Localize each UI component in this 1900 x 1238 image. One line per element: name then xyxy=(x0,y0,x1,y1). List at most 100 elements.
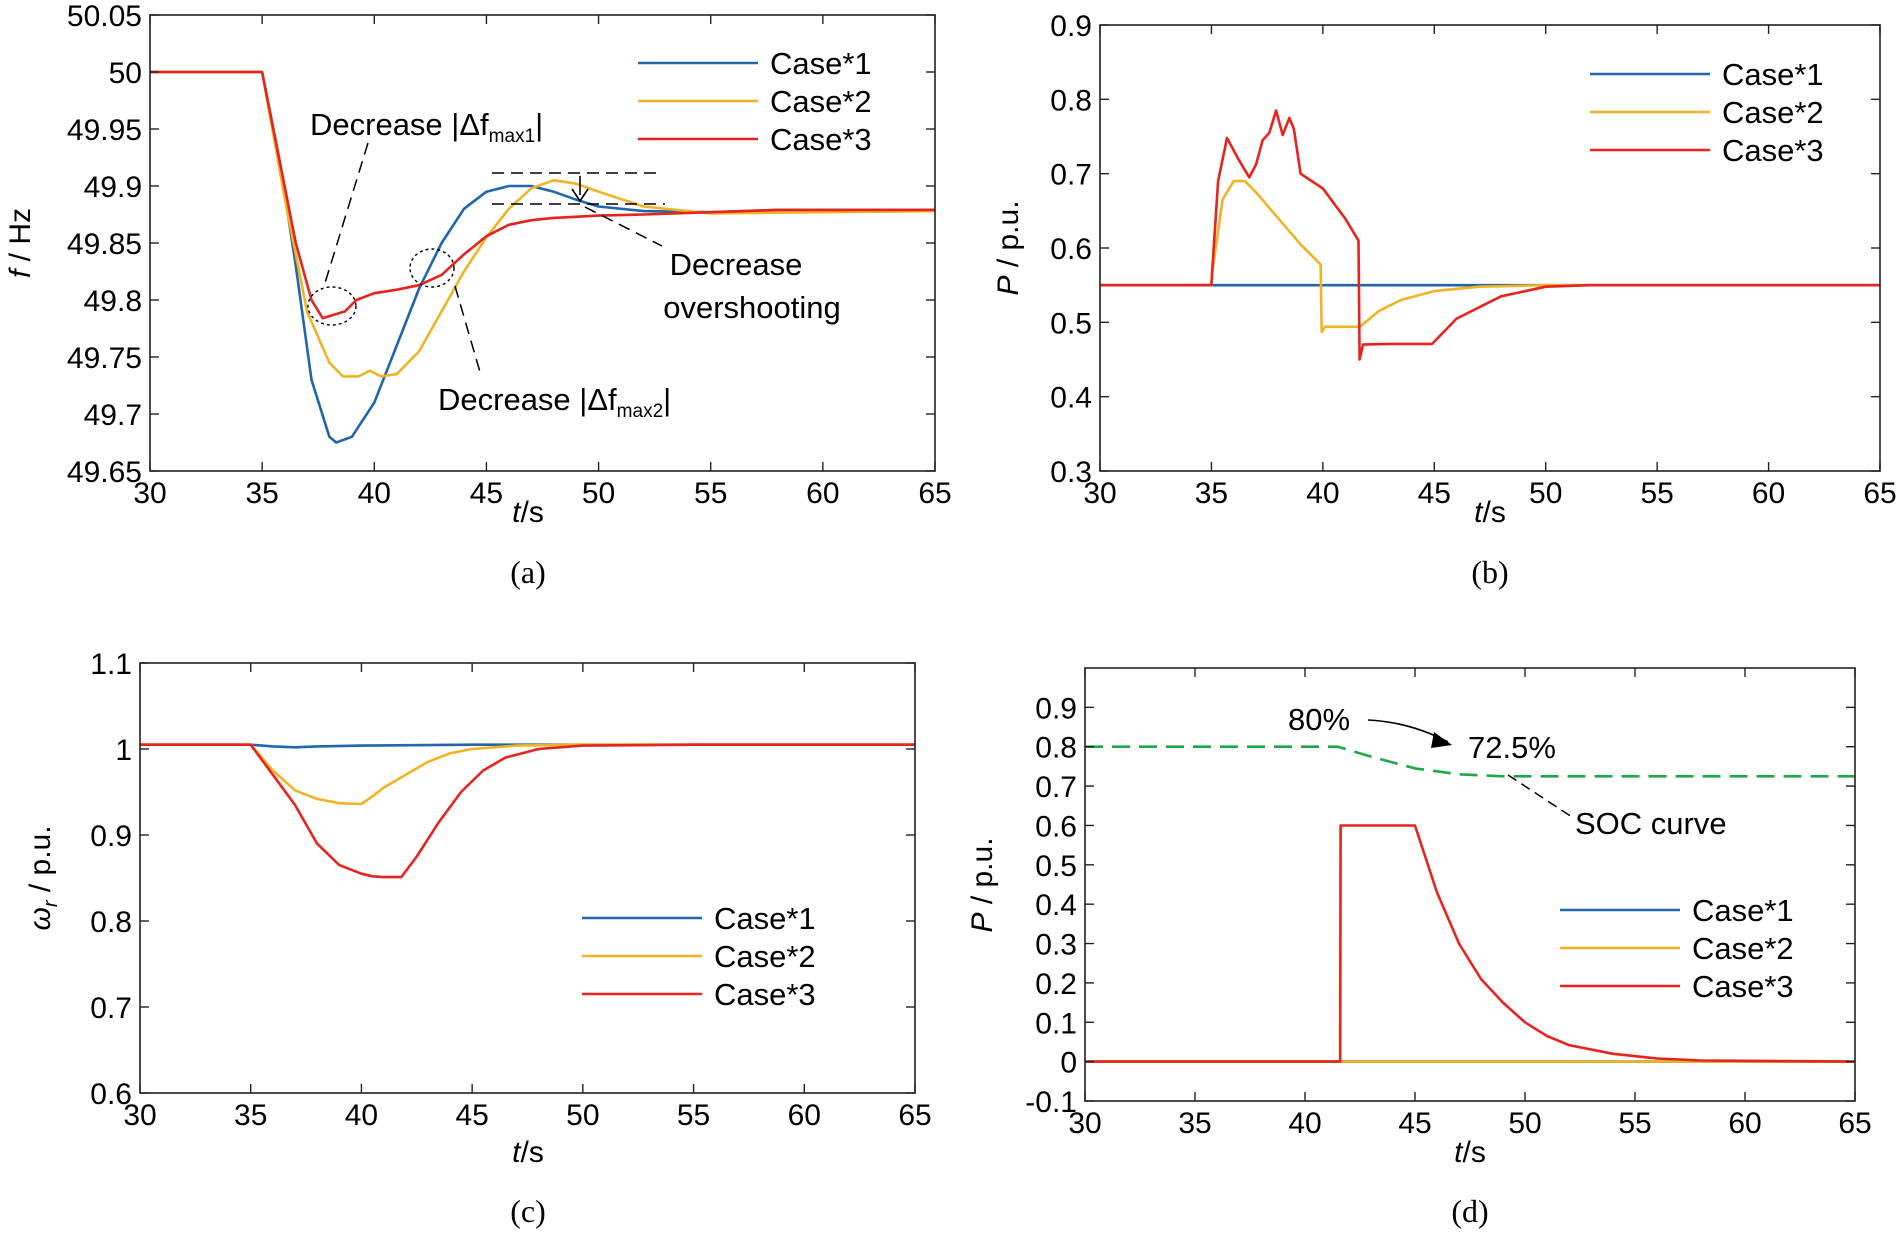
overshoot-arrow-head xyxy=(571,188,589,203)
panel-c-xtick-label: 60 xyxy=(788,1099,821,1132)
panel-a-series-case-2 xyxy=(150,70,935,378)
panel-b-xtick-label: 40 xyxy=(1306,477,1339,510)
panel-d-xtick-label: 45 xyxy=(1398,1107,1431,1140)
panel-a-ytick-label: 49.9 xyxy=(84,171,142,204)
panel-a-xtick-label: 30 xyxy=(133,477,166,510)
panel-a-axes-frame xyxy=(149,14,936,472)
panel-a-ytick-label: 49.7 xyxy=(84,399,142,432)
panel-a-ticks: 30 35 40 45 50 55 60 65 49.65 49.7 49.75 49.8 49.85 4… xyxy=(67,0,952,510)
panel-d-battery-power: 30 35 40 45 50 55 60 65 -0.1 0 0.1 0.2 0.3 0.4 0.5 0.6 0… xyxy=(966,667,1872,1229)
panel-a-frequency: 30 35 40 45 50 55 60 65 49.65 49.7 49.75 49.8 49.85 4… xyxy=(4,0,952,590)
panel-c-rotor-speed: 30 35 40 45 50 55 60 65 0.6 0.7 0.8 0.9 1 1.1 ωr / p.… xyxy=(24,648,932,1229)
panel-b-series-case-3 xyxy=(1100,109,1880,361)
panel-d-legend-label: Case*1 xyxy=(1692,893,1794,928)
panel-a-legend-label: Case*2 xyxy=(770,84,872,119)
panel-c-plot-area xyxy=(140,743,915,879)
panel-d-ytick-label: 0.6 xyxy=(1035,810,1077,843)
panel-b-ytick-label: 0.6 xyxy=(1050,233,1092,266)
panel-c-ytick-label: 0.7 xyxy=(90,992,132,1025)
panel-b-caption: (b) xyxy=(1471,554,1508,590)
panel-d-ytick-label: 0.3 xyxy=(1035,929,1077,962)
panel-c-axes-frame xyxy=(139,662,916,1094)
panel-a-ytick-label: 49.8 xyxy=(84,285,142,318)
panel-b-legend-label: Case*1 xyxy=(1722,57,1824,92)
panel-d-y-label: P / p.u. xyxy=(966,837,999,932)
soc-end-label: 72.5% xyxy=(1468,730,1556,765)
soc-curve-label: SOC curve xyxy=(1575,806,1727,841)
panel-a-series-case-3 xyxy=(150,70,935,320)
panel-d-xtick-label: 55 xyxy=(1618,1107,1651,1140)
panel-a-xtick-label: 45 xyxy=(470,477,503,510)
panel-d-series-case-3 xyxy=(1085,824,1855,1063)
panel-c-xtick-label: 35 xyxy=(234,1099,267,1132)
panel-a-ytick-label: 49.85 xyxy=(67,228,142,261)
panel-c-legend-label: Case*1 xyxy=(714,901,816,936)
panel-c-x-label: t/s xyxy=(512,1136,544,1169)
panel-b-xtick-label: 55 xyxy=(1640,477,1673,510)
panel-b-ticks: 30 35 40 45 50 55 60 65 0.3 0.4 0.5 0.6 0.7 0.8 0.9 xyxy=(1050,10,1896,510)
soc-arrow-head xyxy=(1431,732,1452,748)
annotation-overshooting: overshooting xyxy=(663,290,841,325)
panel-b-ytick-label: 0.4 xyxy=(1050,382,1092,415)
annotation-decrease-dfmax2: Decrease |Δfmax2| xyxy=(438,382,671,422)
panel-b-plot-area xyxy=(1100,109,1880,361)
panel-a-legend-label: Case*3 xyxy=(770,122,872,157)
panel-c-xtick-label: 45 xyxy=(455,1099,488,1132)
panel-d-xtick-label: 50 xyxy=(1508,1107,1541,1140)
panel-b-legend-label: Case*3 xyxy=(1722,133,1824,168)
panel-b-axes-frame xyxy=(1099,24,1881,472)
panel-b-ytick-label: 0.3 xyxy=(1050,456,1092,489)
panel-b-x-label: t/s xyxy=(1474,496,1506,529)
soc-start-label: 80% xyxy=(1288,702,1350,737)
panel-b-ytick-label: 0.5 xyxy=(1050,307,1092,340)
panel-a-xtick-label: 35 xyxy=(245,477,278,510)
panel-b-legend-label: Case*2 xyxy=(1722,95,1824,130)
panel-b-xtick-label: 60 xyxy=(1752,477,1785,510)
panel-c-xtick-label: 30 xyxy=(123,1099,156,1132)
panel-c-xtick-label: 50 xyxy=(566,1099,599,1132)
panel-c-legend-label: Case*3 xyxy=(714,977,816,1012)
panel-b-y-label: P / p.u. xyxy=(992,200,1025,295)
panel-a-xtick-label: 55 xyxy=(694,477,727,510)
panel-a-xtick-label: 60 xyxy=(806,477,839,510)
panel-b-xtick-label: 50 xyxy=(1529,477,1562,510)
panel-d-ytick-label: 0.4 xyxy=(1035,889,1077,922)
annotation-circle-2 xyxy=(409,248,455,288)
panel-c-series-case-2 xyxy=(140,743,915,806)
panel-d-legend-label: Case*2 xyxy=(1692,931,1794,966)
soc-leader xyxy=(1507,774,1573,818)
panel-c-y-label: ωr / p.u. xyxy=(24,825,62,930)
panel-d-ytick-label: 0.2 xyxy=(1035,968,1077,1001)
panel-a-caption: (a) xyxy=(510,554,546,590)
panel-d-xtick-label: 30 xyxy=(1068,1107,1101,1140)
annotation-decrease: Decrease xyxy=(670,247,803,282)
panel-c-caption: (c) xyxy=(510,1193,546,1229)
panel-d-axes-frame xyxy=(1084,667,1856,1102)
panel-d-ytick-label: 0.1 xyxy=(1035,1007,1077,1040)
panel-d-plot-area xyxy=(1085,745,1855,1063)
panel-b-xtick-label: 35 xyxy=(1195,477,1228,510)
panel-d-ytick-label: 0.7 xyxy=(1035,771,1077,804)
annotation-leader-1 xyxy=(324,142,369,284)
panel-d-annotations: 80% 72.5% SOC curve xyxy=(1288,702,1727,841)
panel-b-series-case-2 xyxy=(1100,179,1880,334)
annotation-decrease-dfmax1: Decrease |Δfmax1| xyxy=(310,107,543,147)
panel-a-plot-area xyxy=(150,70,935,444)
panel-b-ytick-label: 0.8 xyxy=(1050,84,1092,117)
panel-c-legend-label: Case*2 xyxy=(714,939,816,974)
panel-d-x-label: t/s xyxy=(1454,1136,1486,1169)
panel-a-ytick-label: 49.65 xyxy=(67,456,142,489)
panel-c-xtick-label: 40 xyxy=(345,1099,378,1132)
panel-d-ytick-label: 0.8 xyxy=(1035,732,1077,765)
panel-b-xtick-label: 30 xyxy=(1083,477,1116,510)
panel-b-ytick-label: 0.9 xyxy=(1050,10,1092,43)
panel-a-ytick-label: 49.95 xyxy=(67,114,142,147)
panel-c-ytick-label: 0.8 xyxy=(90,906,132,939)
panel-d-series-soc-curve xyxy=(1085,745,1855,778)
panel-d-xtick-label: 65 xyxy=(1838,1107,1871,1140)
panel-d-ytick-label: 0.9 xyxy=(1035,692,1077,725)
